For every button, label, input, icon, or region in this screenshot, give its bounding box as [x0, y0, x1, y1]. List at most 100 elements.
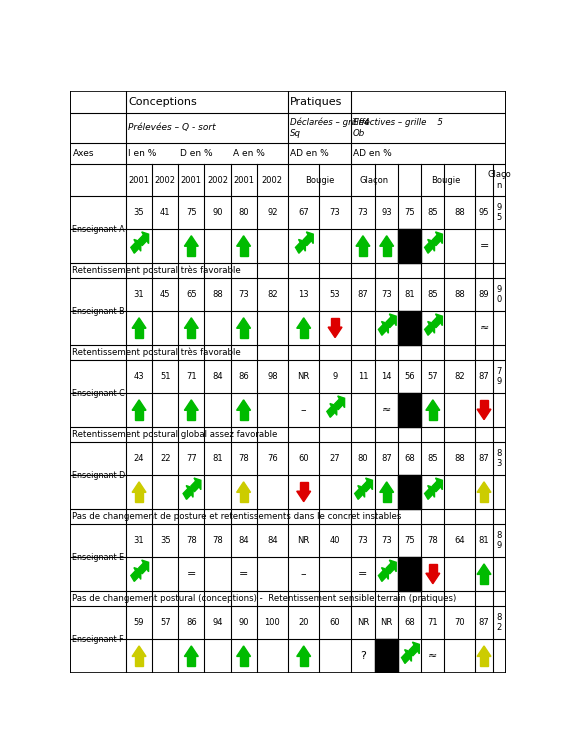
Text: 88: 88 [455, 454, 465, 463]
Text: 53: 53 [330, 290, 341, 299]
Text: NR: NR [298, 536, 310, 545]
Text: 68: 68 [405, 454, 415, 463]
Polygon shape [184, 646, 198, 656]
Text: 87: 87 [479, 618, 490, 627]
Text: 51: 51 [160, 372, 170, 381]
Text: 8
3: 8 3 [497, 449, 502, 468]
Polygon shape [237, 236, 251, 246]
Polygon shape [297, 646, 311, 656]
Text: 73: 73 [238, 290, 249, 299]
Text: ≈: ≈ [428, 651, 438, 661]
Polygon shape [477, 482, 491, 492]
Text: 78: 78 [212, 536, 223, 545]
Text: 100: 100 [265, 618, 280, 627]
Text: Enseignant D: Enseignant D [72, 471, 125, 480]
Text: Glaçon: Glaçon [360, 175, 389, 184]
Polygon shape [187, 246, 195, 256]
Text: Retentissement postural très favorable: Retentissement postural très favorable [72, 265, 241, 275]
Text: =: = [358, 569, 368, 579]
Polygon shape [428, 321, 434, 333]
Text: 59: 59 [134, 618, 144, 627]
Text: 87: 87 [357, 290, 368, 299]
Bar [398, 393, 422, 426]
Text: 43: 43 [134, 372, 144, 381]
Polygon shape [187, 656, 195, 666]
Polygon shape [386, 563, 395, 574]
Text: 41: 41 [160, 208, 170, 217]
Polygon shape [477, 564, 491, 575]
Text: 92: 92 [267, 208, 278, 217]
Polygon shape [359, 246, 367, 256]
Text: ?: ? [360, 651, 366, 661]
Polygon shape [187, 328, 195, 338]
Text: 2002: 2002 [155, 175, 176, 184]
Polygon shape [383, 246, 391, 256]
Polygon shape [135, 492, 143, 502]
Text: Enseignant B: Enseignant B [72, 307, 125, 316]
Polygon shape [134, 568, 140, 579]
Text: 86: 86 [186, 618, 197, 627]
Polygon shape [425, 324, 433, 336]
Text: 68: 68 [405, 618, 415, 627]
Polygon shape [409, 645, 418, 656]
Polygon shape [191, 481, 199, 492]
Text: AD en %: AD en % [290, 149, 329, 158]
Polygon shape [306, 232, 313, 243]
Polygon shape [187, 411, 195, 420]
Polygon shape [386, 317, 395, 327]
Text: Enseignant A: Enseignant A [72, 225, 125, 234]
Text: 70: 70 [455, 618, 465, 627]
Polygon shape [355, 488, 363, 500]
Text: NR: NR [380, 618, 393, 627]
Polygon shape [194, 478, 201, 490]
Text: 93: 93 [382, 208, 392, 217]
Text: 35: 35 [160, 536, 170, 545]
Bar [398, 228, 422, 262]
Text: 20: 20 [298, 618, 309, 627]
Polygon shape [300, 328, 307, 338]
Text: 57: 57 [428, 372, 438, 381]
Text: 71: 71 [428, 618, 438, 627]
Polygon shape [378, 571, 387, 581]
Polygon shape [477, 409, 491, 420]
Text: D en %: D en % [180, 149, 213, 158]
Text: Enseignant C: Enseignant C [72, 389, 125, 398]
Text: Pas de changement de posture et retentissements dans le concret instables: Pas de changement de posture et retentis… [72, 512, 401, 521]
Text: Effectives – grille    5
Ob: Effectives – grille 5 Ob [353, 118, 443, 138]
Polygon shape [298, 240, 305, 251]
Text: 73: 73 [357, 536, 368, 545]
Text: 84: 84 [267, 536, 278, 545]
Polygon shape [356, 236, 370, 246]
Text: Enseignant E: Enseignant E [72, 553, 124, 562]
Polygon shape [142, 232, 148, 243]
Polygon shape [480, 575, 488, 584]
Text: Pratiques: Pratiques [290, 97, 343, 107]
Polygon shape [300, 482, 307, 491]
Text: 57: 57 [160, 618, 170, 627]
Text: Enseignant F: Enseignant F [72, 635, 124, 644]
Polygon shape [389, 314, 396, 326]
Text: 87: 87 [479, 454, 490, 463]
Polygon shape [432, 481, 441, 492]
Text: 84: 84 [238, 536, 249, 545]
Text: Pas de changement postural (conceptions) -  Retentissement sensible terrain (pra: Pas de changement postural (conceptions)… [72, 594, 456, 603]
Text: 22: 22 [160, 454, 170, 463]
Text: 88: 88 [212, 290, 223, 299]
Polygon shape [237, 318, 251, 328]
Text: 90: 90 [238, 618, 249, 627]
Text: 14: 14 [382, 372, 392, 381]
Text: A en %: A en % [233, 149, 265, 158]
Polygon shape [296, 243, 303, 253]
Text: 60: 60 [298, 454, 309, 463]
Text: 95: 95 [479, 208, 490, 217]
Text: 86: 86 [238, 372, 249, 381]
Polygon shape [428, 240, 434, 251]
Polygon shape [239, 246, 247, 256]
Polygon shape [297, 318, 311, 328]
Text: 89: 89 [479, 290, 490, 299]
Text: 81: 81 [479, 536, 490, 545]
Text: Prélevées – Q - sort: Prélevées – Q - sort [128, 123, 216, 132]
Text: 31: 31 [134, 290, 144, 299]
Polygon shape [480, 492, 488, 502]
Polygon shape [142, 560, 148, 572]
